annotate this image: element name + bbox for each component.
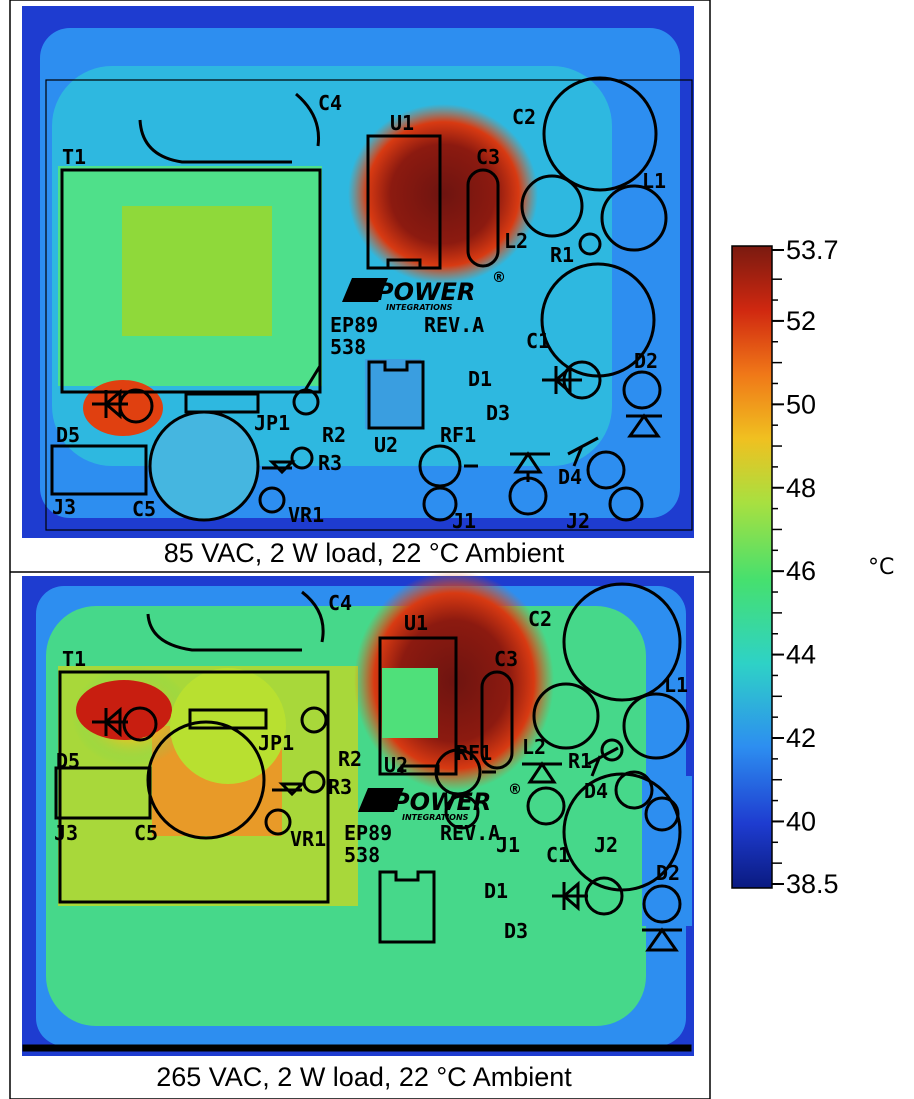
label-vr1: VR1 bbox=[288, 503, 324, 527]
label-r2: R2 bbox=[338, 747, 362, 771]
label-rf1: RF1 bbox=[456, 741, 492, 765]
label-j3: J3 bbox=[54, 821, 78, 845]
label-r3: R3 bbox=[328, 775, 352, 799]
label-d4: D4 bbox=[584, 779, 608, 803]
pcb-outline-265vac bbox=[22, 582, 692, 1052]
label-ep89: EP89 bbox=[344, 821, 392, 845]
logo-power: POWER bbox=[392, 788, 491, 816]
label-t1: T1 bbox=[62, 145, 86, 169]
label-r1: R1 bbox=[550, 243, 574, 267]
label-vr1: VR1 bbox=[290, 827, 326, 851]
label-538: 538 bbox=[344, 843, 380, 867]
colorbar-tick-label: 38.5 bbox=[786, 869, 839, 899]
label-t1: T1 bbox=[62, 647, 86, 671]
label-l1: L1 bbox=[664, 673, 688, 697]
c5-heat bbox=[149, 411, 259, 521]
label-u1: U1 bbox=[404, 611, 428, 635]
label-rf1: RF1 bbox=[440, 423, 476, 447]
thermal-image-265vac bbox=[22, 571, 694, 1056]
label-u2: U2 bbox=[384, 753, 408, 777]
label-r1: R1 bbox=[568, 749, 592, 773]
logo-mark bbox=[358, 788, 404, 812]
label-d1: D1 bbox=[468, 367, 492, 391]
label-j2: J2 bbox=[594, 833, 618, 857]
colorbar-tick-label: 46 bbox=[786, 556, 816, 586]
label-d5: D5 bbox=[56, 423, 80, 447]
label-538: 538 bbox=[330, 335, 366, 359]
colorbar-tick-label: 52 bbox=[786, 306, 816, 336]
logo-integrations: INTEGRATIONS bbox=[386, 303, 453, 312]
logo-registered: ® bbox=[492, 270, 506, 286]
label-d3: D3 bbox=[504, 919, 528, 943]
colorbar-tick-label: 42 bbox=[786, 723, 816, 753]
colorbar-unit: °C bbox=[868, 555, 895, 580]
t1-core-heat bbox=[122, 206, 272, 336]
logo-power: POWER bbox=[376, 278, 475, 306]
label-c1: C1 bbox=[526, 329, 550, 353]
label-l1: L1 bbox=[642, 169, 666, 193]
label-u2: U2 bbox=[374, 433, 398, 457]
label-c2: C2 bbox=[528, 607, 552, 631]
label-c4: C4 bbox=[318, 91, 342, 115]
table-frame bbox=[9, 0, 711, 1099]
label-r2: R2 bbox=[322, 423, 346, 447]
caption-85vac: 85 VAC, 2 W load, 22 °C Ambient bbox=[163, 538, 565, 568]
label-l2: L2 bbox=[522, 735, 546, 759]
label-rev: REV.A bbox=[440, 821, 500, 845]
colorbar-tick-label: 50 bbox=[786, 389, 816, 419]
label-u1: U1 bbox=[390, 111, 414, 135]
label-c1: C1 bbox=[546, 843, 570, 867]
label-d4: D4 bbox=[558, 465, 582, 489]
label-d2: D2 bbox=[656, 861, 680, 885]
label-ep89: EP89 bbox=[330, 313, 378, 337]
colorbar-tick-label: 48 bbox=[786, 473, 816, 503]
colorbar: 53.7 52 50 48 46 44 42 40 38.5 bbox=[731, 235, 839, 899]
label-l2: L2 bbox=[504, 229, 528, 253]
label-j1: J1 bbox=[496, 833, 520, 857]
label-d5: D5 bbox=[56, 749, 80, 773]
logo-mark bbox=[342, 278, 388, 302]
label-jp1: JP1 bbox=[258, 731, 294, 755]
colorbar-tick-label: 53.7 bbox=[786, 235, 839, 265]
pcb-outline-85vac bbox=[45, 76, 693, 531]
logo-registered: ® bbox=[508, 782, 522, 798]
label-c3: C3 bbox=[494, 647, 518, 671]
label-j1: J1 bbox=[452, 509, 476, 533]
label-d2: D2 bbox=[634, 349, 658, 373]
caption-265vac: 265 VAC, 2 W load, 22 °C Ambient bbox=[156, 1062, 572, 1092]
logo-integrations: INTEGRATIONS bbox=[402, 813, 469, 822]
label-rev: REV.A bbox=[424, 313, 484, 337]
label-c3: C3 bbox=[476, 145, 500, 169]
label-r3: R3 bbox=[318, 451, 342, 475]
colorbar-gradient bbox=[731, 245, 773, 889]
label-d3: D3 bbox=[486, 401, 510, 425]
colorbar-tick-label: 40 bbox=[786, 806, 816, 836]
label-j3: J3 bbox=[52, 495, 76, 519]
label-c5: C5 bbox=[134, 821, 158, 845]
label-jp1: JP1 bbox=[254, 411, 290, 435]
colorbar-tick-label: 44 bbox=[786, 640, 816, 670]
label-j2: J2 bbox=[566, 509, 590, 533]
label-c4: C4 bbox=[328, 591, 352, 615]
label-c5: C5 bbox=[132, 497, 156, 521]
label-d1: D1 bbox=[484, 879, 508, 903]
label-c2: C2 bbox=[512, 105, 536, 129]
